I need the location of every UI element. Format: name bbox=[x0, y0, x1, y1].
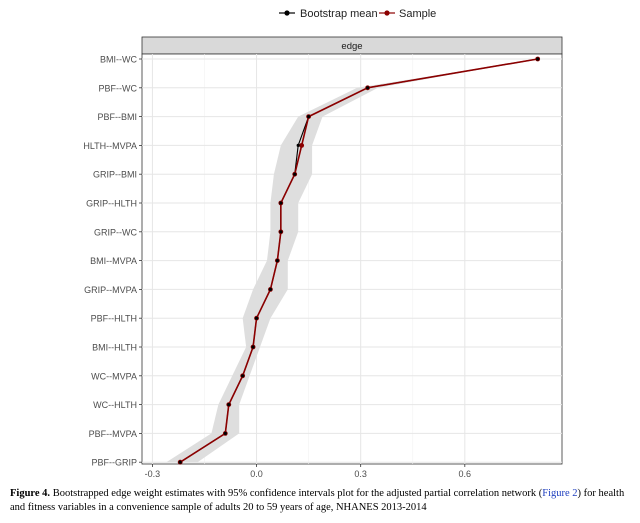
caption-text-before: Bootstrapped edge weight estimates with … bbox=[50, 488, 543, 499]
caption-figure-link[interactable]: Figure 2 bbox=[542, 488, 578, 499]
x-tick-label: 0.3 bbox=[354, 469, 367, 479]
bootstrap-mean-point bbox=[307, 115, 311, 119]
x-tick-label: 0.0 bbox=[250, 469, 263, 479]
edge-weight-chart: Bootstrap mean Sample edge BMI--WC PBF--W… bbox=[83, 8, 563, 479]
legend: Bootstrap mean Sample bbox=[279, 8, 436, 20]
y-tick-label: WC--HLTH bbox=[93, 400, 137, 410]
y-tick-label: BMI--WC bbox=[100, 55, 137, 65]
plot-panel bbox=[141, 53, 563, 465]
bootstrap-mean-point bbox=[268, 287, 273, 291]
x-tick-label: 0.6 bbox=[459, 469, 472, 479]
y-tick-label: GRIP--BMI bbox=[93, 170, 137, 180]
panel-strip-label: edge bbox=[341, 41, 362, 52]
bootstrap-mean-point bbox=[223, 431, 227, 435]
y-tick-label: PBF--HLTH bbox=[91, 314, 137, 324]
y-tick-label: PBF--BMI bbox=[98, 112, 138, 122]
sample-point bbox=[299, 143, 305, 148]
bootstrap-mean-point bbox=[279, 230, 283, 234]
bootstrap-mean-point bbox=[366, 86, 370, 90]
bootstrap-mean-point bbox=[293, 172, 297, 176]
bootstrap-mean-point bbox=[227, 403, 231, 407]
y-tick-label: GRIP--MVPA bbox=[84, 285, 137, 295]
series-points bbox=[177, 56, 541, 465]
legend-label-sample: Sample bbox=[399, 8, 436, 20]
y-tick-label: HLTH--MVPA bbox=[83, 141, 137, 151]
legend-label-bootstrap-mean: Bootstrap mean bbox=[300, 8, 378, 20]
bootstrap-mean-point bbox=[275, 259, 279, 263]
figure-caption: Figure 4. Bootstrapped edge weight estim… bbox=[10, 487, 630, 515]
y-tick-label: BMI--MVPA bbox=[90, 256, 137, 266]
legend-dot-sample bbox=[384, 10, 390, 16]
y-tick-label: PBF--MVPA bbox=[89, 429, 137, 439]
y-tick-label: PBF--GRIP bbox=[91, 458, 137, 468]
y-tick-label: WC--MVPA bbox=[91, 371, 137, 381]
y-tick-label: BMI--HLTH bbox=[92, 343, 137, 353]
x-tick-label: -0.3 bbox=[145, 469, 161, 479]
y-tick-label: GRIP--HLTH bbox=[86, 199, 137, 209]
legend-dot-bootstrap-mean bbox=[284, 10, 290, 16]
bootstrap-mean-point bbox=[279, 201, 283, 205]
y-tick-label: GRIP--WC bbox=[94, 227, 137, 237]
bootstrap-mean-point bbox=[178, 460, 182, 464]
grid bbox=[142, 54, 562, 464]
y-tick-label: PBF--WC bbox=[99, 83, 138, 93]
bootstrap-mean-point bbox=[251, 345, 255, 349]
y-tick-labels: BMI--WC PBF--WC PBF--BMI HLTH--MVPA GRIP--BM… bbox=[83, 55, 142, 468]
bootstrap-mean-point bbox=[536, 57, 540, 61]
bootstrap-mean-point bbox=[241, 374, 245, 378]
x-tick-labels: -0.3 0.0 0.3 0.6 bbox=[145, 464, 471, 479]
caption-label: Figure 4. bbox=[10, 488, 51, 499]
caption-text-after: ) for health and fitness variables in a … bbox=[10, 488, 625, 513]
bootstrap-mean-point bbox=[296, 143, 300, 147]
bootstrap-mean-point bbox=[254, 316, 259, 320]
